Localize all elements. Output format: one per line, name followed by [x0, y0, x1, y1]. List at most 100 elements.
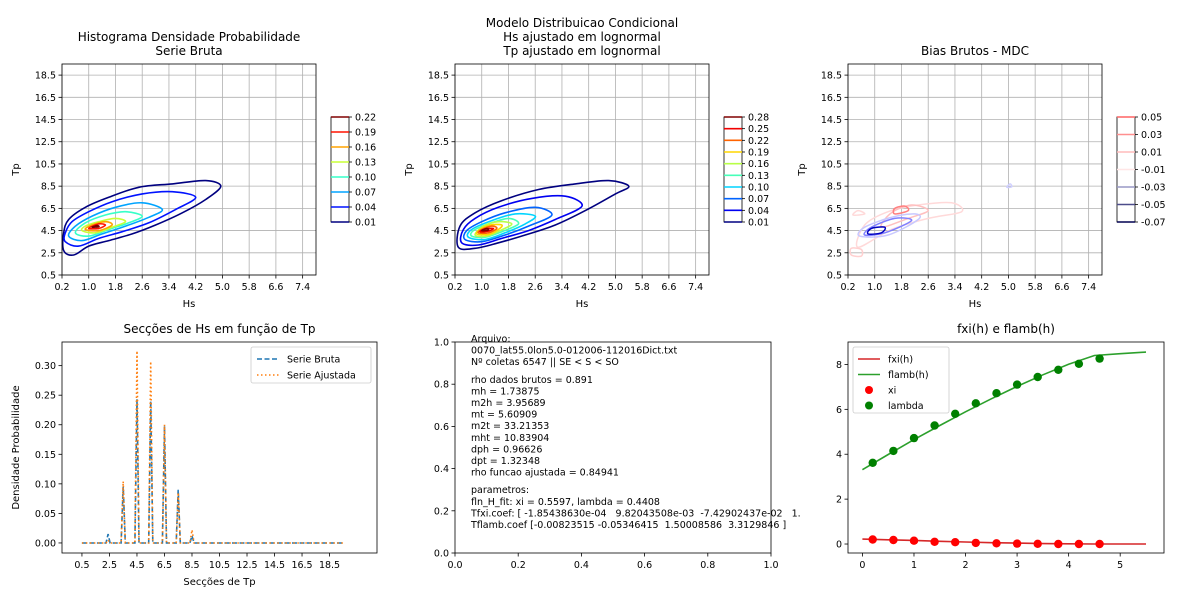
- p3-ytick-label: 18.5: [821, 71, 842, 82]
- p3-axes-frame: [847, 63, 1103, 276]
- p3-xtick-label: 0.2: [840, 282, 855, 293]
- p1-contour-level: [74, 210, 143, 238]
- point-xi: [992, 539, 1001, 548]
- p3-contours: [849, 183, 1013, 258]
- legend-label: Serie Ajustada: [287, 371, 356, 382]
- point-lambda: [1033, 372, 1042, 382]
- p3-contour-positive: [880, 204, 929, 228]
- legend-label: xi: [888, 386, 896, 397]
- p3-xtick-label: 4.2: [974, 282, 989, 293]
- p3-contour-negative: [1006, 183, 1013, 189]
- legend-box: [250, 346, 372, 384]
- p4-ytick-label: 0.15: [35, 450, 56, 461]
- p2-colorbar: [723, 116, 743, 223]
- p4-xtick-label: 10.5: [209, 560, 230, 571]
- p1-ylabel: Tp: [11, 163, 22, 176]
- legend-label: Serie Bruta: [287, 355, 340, 366]
- p3-ytick-label: 10.5: [821, 159, 842, 170]
- p3-ytick-label: 14.5: [821, 115, 842, 126]
- info-text-line: Tfxi.coef: [ -1.85438630e-04 9.82043508e…: [470, 508, 801, 519]
- p1-colorbar-label: 0.07: [355, 188, 376, 199]
- point-lambda: [951, 409, 960, 418]
- p3-colorbar-label: 0.01: [1141, 148, 1162, 159]
- p3-colorbar-label: -0.07: [1141, 218, 1166, 229]
- legend-label: lambda: [888, 401, 924, 412]
- p2-xtick-label: 1.8: [501, 282, 516, 293]
- p5-xtick-label: 0.8: [700, 560, 715, 571]
- p3-ytick-label: 8.5: [827, 182, 842, 193]
- p5-ytick-label: 1.0: [434, 338, 449, 349]
- p3-contour-negative: [857, 213, 921, 238]
- p2-colorbar-label: 0.19: [748, 148, 769, 159]
- p1-ytick-label: 16.5: [35, 93, 56, 104]
- p5-xtick-label: 0.4: [574, 560, 589, 571]
- p6-legend: fxi(h) flamb(h) xi lambda: [852, 346, 950, 414]
- p4-ytick-label: 0.00: [35, 538, 56, 549]
- p2-contour-level: [480, 227, 490, 232]
- p1-ytick-label: 4.5: [41, 226, 56, 237]
- p2-colorbar-label: 0.07: [748, 194, 769, 205]
- p1-contour-level: [87, 222, 107, 230]
- p3-xtick-label: 3.4: [947, 282, 962, 293]
- p2-xtick-label: 7.4: [688, 282, 703, 293]
- p4-xtick-label: 16.5: [291, 560, 312, 571]
- p2-contour-level: [456, 179, 630, 251]
- info-text-line: mht = 10.83904: [471, 433, 549, 444]
- p1-contour-level: [61, 179, 222, 256]
- info-text-line: dph = 0.96626: [471, 444, 542, 455]
- p2-colorbar-label: 0.22: [748, 136, 769, 147]
- p3-ytick-label: 4.5: [827, 226, 842, 237]
- p4-xtick-label: 14.5: [264, 560, 285, 571]
- p2-xtick-label: 1.0: [474, 282, 489, 293]
- p4-xtick-label: 18.5: [319, 560, 340, 571]
- legend-swatch: [865, 401, 873, 410]
- p3-contour-positive: [849, 247, 864, 258]
- p2-colorbar-label: 0.28: [748, 113, 769, 124]
- info-text-line: m2t = 33.21353: [471, 421, 549, 432]
- point-lambda: [992, 389, 1001, 398]
- p3-ytick-label: 12.5: [821, 137, 842, 148]
- p1-xtick-label: 3.4: [161, 282, 176, 293]
- point-lambda: [930, 421, 939, 430]
- p1-ytick-label: 6.5: [41, 204, 56, 215]
- p4-title-line: Secções de Hs em função de Tp: [123, 322, 315, 336]
- p3-contour-negative: [866, 226, 887, 235]
- p3-ytick-label: 0.5: [827, 271, 842, 282]
- point-lambda: [868, 458, 877, 467]
- p4-ytick-label: 0.20: [35, 420, 56, 431]
- p3-xtick-label: 1.8: [894, 282, 909, 293]
- p2-colorbar-label: 0.25: [748, 124, 769, 135]
- p6-ytick-label: 8: [836, 360, 842, 371]
- p2-ytick-label: 0.5: [434, 271, 449, 282]
- p2-ytick-label: 14.5: [428, 115, 449, 126]
- p5-xtick-label: 0.2: [511, 560, 526, 571]
- p2-colorbar-label: 0.16: [748, 159, 769, 170]
- p3-xtick-label: 7.4: [1081, 282, 1096, 293]
- p1-xtick-label: 1.0: [81, 282, 96, 293]
- point-lambda: [889, 446, 898, 456]
- p4-ytick-label: 0.05: [35, 509, 56, 520]
- p5-ytick-label: 0.0: [434, 549, 449, 560]
- legend-label: fxi(h): [888, 355, 913, 366]
- p6-xtick-label: 3: [1014, 560, 1020, 571]
- p2-ytick-label: 18.5: [428, 71, 449, 82]
- point-xi: [889, 535, 898, 545]
- p2-title-line: Tp ajustado em lognormal: [502, 44, 660, 58]
- p1-contour-level: [67, 201, 164, 242]
- point-xi: [1054, 539, 1063, 549]
- p2-title-line: Hs ajustado em lognormal: [503, 30, 661, 44]
- p1-ytick-label: 8.5: [41, 182, 56, 193]
- point-xi: [1074, 539, 1084, 549]
- p6-ytick-label: 4: [836, 450, 842, 461]
- p1-ytick-label: 12.5: [35, 137, 56, 148]
- p1-title-line: Serie Bruta: [155, 44, 222, 58]
- p4-ytick-label: 0.25: [35, 391, 56, 402]
- point-lambda: [1074, 359, 1084, 368]
- point-lambda: [1012, 380, 1022, 389]
- point-xi: [930, 537, 939, 546]
- info-text-line: dpt = 1.32348: [471, 456, 540, 467]
- p3-xlabel: Hs: [969, 299, 982, 310]
- point-xi: [868, 535, 877, 544]
- p5-ytick-label: 0.4: [434, 464, 449, 475]
